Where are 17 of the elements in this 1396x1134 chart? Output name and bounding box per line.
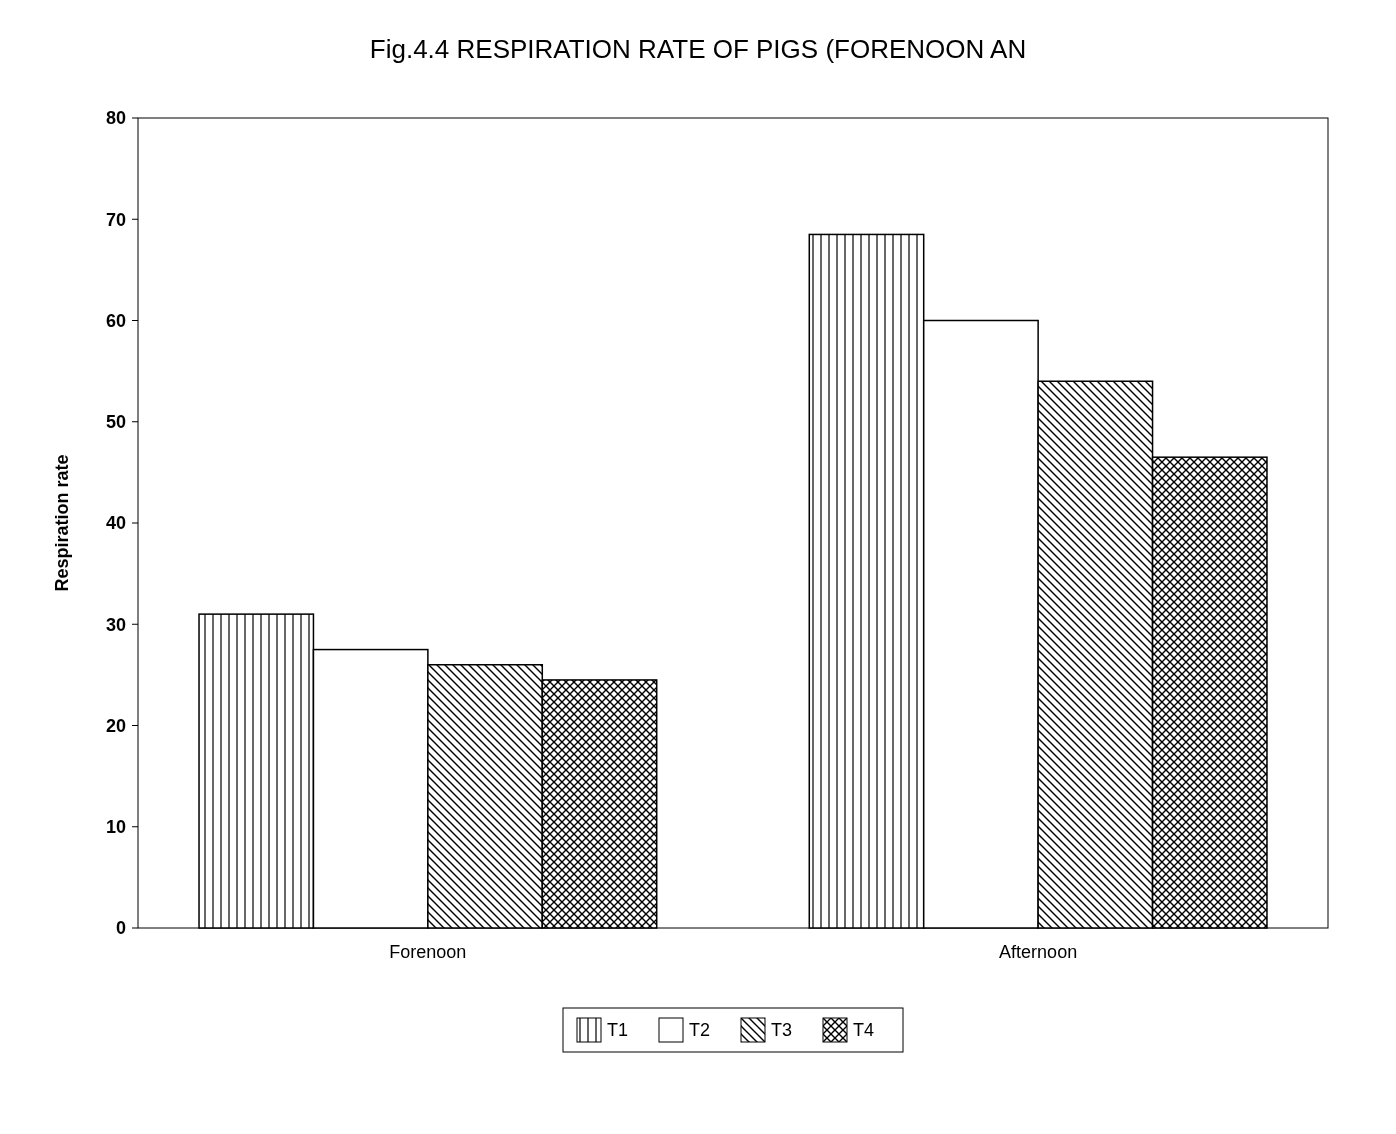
x-tick-label: Afternoon <box>999 942 1078 962</box>
y-tick-label: 0 <box>115 918 126 939</box>
y-axis-title: Respiration rate <box>52 454 72 592</box>
y-tick-label: 60 <box>105 310 126 331</box>
legend-label: T1 <box>607 1020 629 1041</box>
x-tick-label: Forenoon <box>389 942 467 962</box>
y-tick-label: 30 <box>105 614 126 635</box>
y-tick-label: 40 <box>105 513 126 534</box>
y-tick-label: 10 <box>105 817 126 838</box>
legend-label: T2 <box>689 1020 711 1041</box>
y-tick-label: 70 <box>105 209 126 230</box>
legend-label: T3 <box>771 1020 793 1041</box>
legend-label: T4 <box>853 1020 875 1041</box>
y-tick-label: 50 <box>105 412 126 433</box>
chart-title: Fig.4.4 RESPIRATION RATE OF PIGS (FORENOON AN <box>369 34 1027 64</box>
y-tick-label: 80 <box>105 108 126 129</box>
y-tick-label: 20 <box>105 715 126 736</box>
